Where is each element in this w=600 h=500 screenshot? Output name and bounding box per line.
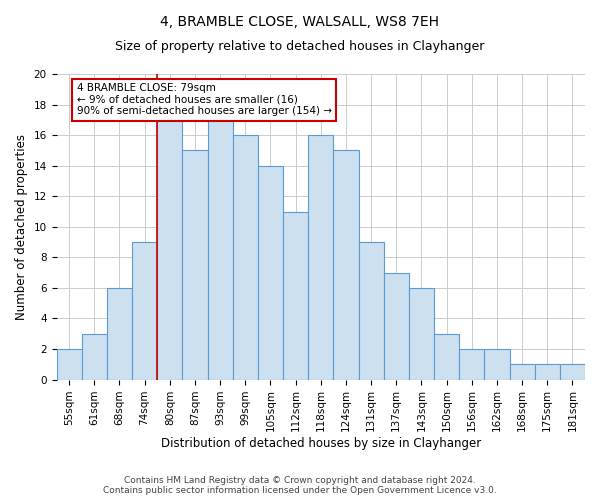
Bar [484,349,509,380]
Text: 4 BRAMBLE CLOSE: 79sqm
← 9% of detached houses are smaller (16)
90% of semi-deta: 4 BRAMBLE CLOSE: 79sqm ← 9% of detached … [77,83,332,116]
Text: Contains HM Land Registry data © Crown copyright and database right 2024.
Contai: Contains HM Land Registry data © Crown c… [103,476,497,495]
Text: Size of property relative to detached houses in Clayhanger: Size of property relative to detached ho… [115,40,485,53]
Bar [459,349,484,380]
Bar [409,288,434,380]
Bar [208,120,233,380]
Bar [283,212,308,380]
Bar [157,120,182,380]
Bar [535,364,560,380]
Bar [107,288,132,380]
Bar [82,334,107,380]
Bar [334,150,359,380]
Bar [182,150,208,380]
Bar [258,166,283,380]
Bar [56,349,82,380]
Text: 4, BRAMBLE CLOSE, WALSALL, WS8 7EH: 4, BRAMBLE CLOSE, WALSALL, WS8 7EH [161,15,439,29]
Bar [383,272,409,380]
Bar [308,135,334,380]
X-axis label: Distribution of detached houses by size in Clayhanger: Distribution of detached houses by size … [161,437,481,450]
Bar [509,364,535,380]
Bar [233,135,258,380]
Bar [560,364,585,380]
Bar [132,242,157,380]
Bar [434,334,459,380]
Bar [359,242,383,380]
Y-axis label: Number of detached properties: Number of detached properties [15,134,28,320]
